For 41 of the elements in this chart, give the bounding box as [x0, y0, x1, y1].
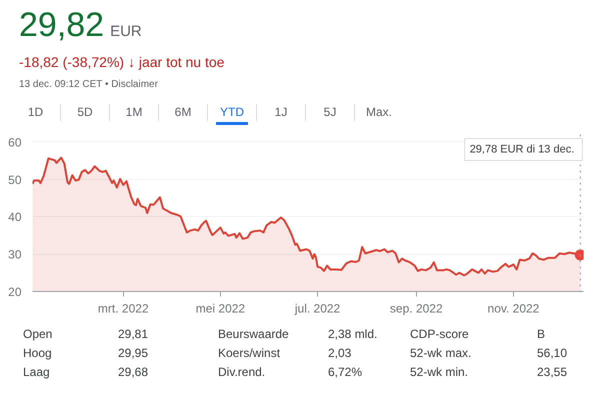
text: 6M: [174, 105, 192, 122]
chart-subtitle: -18,82 (-38,72%) ↓ jaar tot nu toe: [19, 53, 226, 72]
x-tick-label: sep. 2022: [390, 302, 443, 316]
text: 2,38 mld.: [328, 326, 378, 343]
text: 23,55: [537, 364, 568, 381]
text: 56,10: [537, 345, 568, 362]
text: 13 dec. 09:12 CET • Disclaimer: [19, 78, 159, 92]
x-tick-label: nov. 2022: [488, 302, 540, 316]
text: B: [537, 326, 546, 343]
chart-title: 29,82: [19, 6, 104, 44]
text: 5D: [76, 105, 94, 122]
text: 1M: [124, 105, 144, 122]
text: 1J: [274, 105, 288, 122]
x-tick-label: mrt. 2022: [98, 302, 149, 316]
text: Beurswaarde: [218, 326, 290, 343]
text: 2,03: [328, 345, 352, 362]
text: 52-wk min.: [410, 364, 470, 381]
text: 29,81: [118, 326, 150, 343]
text: EUR: [110, 23, 142, 40]
text: 5J: [322, 105, 338, 122]
annotation: 29,78 EUR di 13 dec.: [470, 144, 574, 156]
text: CDP-score: [410, 326, 470, 343]
text: 1D: [26, 105, 44, 122]
y-tick-label: 50: [8, 172, 22, 187]
x-tick-label: mei 2022: [196, 302, 246, 316]
x-tick-label: jul. 2022: [294, 302, 341, 316]
y-tick-label: 40: [8, 210, 22, 224]
text: YTD: [216, 105, 248, 126]
text: 29,68: [118, 364, 150, 381]
text: Max.: [364, 105, 393, 122]
text: Laag: [23, 364, 51, 381]
text: Open: [23, 326, 54, 343]
text: Koers/winst: [218, 345, 282, 362]
y-tick-label: 20: [8, 285, 22, 299]
text: Div.rend.: [218, 364, 266, 381]
text: Hoog: [23, 345, 53, 362]
y-tick-label: 30: [8, 248, 22, 262]
text: 29,95: [118, 345, 150, 362]
y-tick-label: 60: [8, 135, 22, 150]
text: 6,72%: [328, 364, 364, 381]
text: 52-wk max.: [410, 345, 472, 362]
